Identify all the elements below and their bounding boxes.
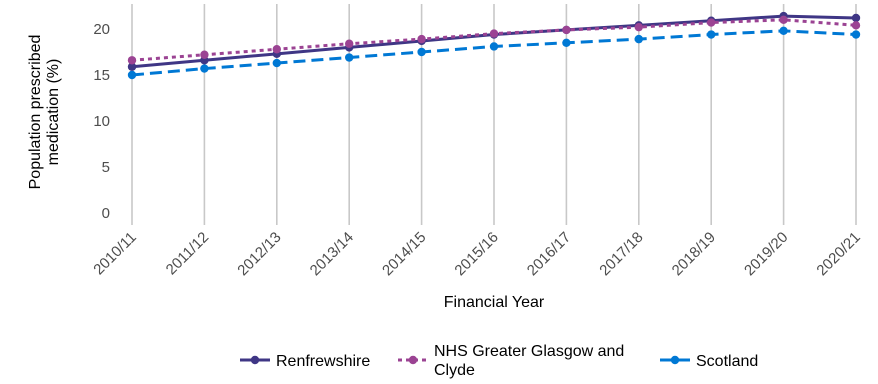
y-tick-label: 5 [102, 159, 110, 176]
legend: Renfrewshire NHS Greater Glasgow and Clyde… [240, 343, 758, 379]
x-tick-label: 2011/12 [163, 229, 213, 279]
y-axis-ticks: 0 5 10 15 20 [93, 21, 110, 222]
x-tick-label: 2016/17 [524, 229, 574, 279]
data-point [417, 47, 426, 57]
x-tick-label: 2012/13 [234, 229, 284, 279]
x-axis-ticks: 2010/11 2011/12 2012/13 2013/14 2014/15 2015/… [90, 229, 864, 279]
data-point [127, 70, 137, 80]
series-2 [127, 26, 861, 80]
legend-marker [250, 355, 260, 365]
legend-marker [670, 355, 680, 365]
data-point [200, 50, 209, 59]
data-point [634, 22, 643, 32]
y-tick-label: 20 [93, 21, 110, 38]
data-point [851, 21, 861, 30]
y-axis-title: Population prescribedmedication (%) [27, 35, 62, 190]
data-point [489, 29, 499, 38]
x-tick-label: 2015/16 [451, 229, 501, 279]
x-tick-label: 2018/19 [669, 229, 719, 279]
data-point [489, 42, 499, 51]
x-tick-label: 2020/21 [813, 229, 863, 279]
legend-label: Scotland [696, 353, 758, 370]
data-point [272, 58, 281, 68]
series-lines [127, 11, 861, 80]
data-point [707, 18, 716, 27]
legend-item: NHS Greater Glasgow and Clyde [398, 343, 624, 379]
legend-label: Renfrewshire [276, 353, 370, 370]
data-point [562, 38, 571, 47]
y-tick-label: 10 [93, 113, 110, 130]
data-point [779, 26, 788, 36]
data-point [345, 53, 354, 62]
data-point [127, 56, 137, 65]
data-point [779, 15, 788, 24]
y-tick-label: 0 [102, 205, 110, 222]
x-tick-label: 2010/11 [90, 229, 140, 279]
legend-label: NHS Greater Glasgow and Clyde [434, 343, 624, 379]
legend-item: Scotland [660, 353, 758, 370]
legend-marker [408, 355, 418, 365]
data-point [345, 39, 354, 48]
data-point [707, 30, 716, 39]
data-point [634, 34, 643, 44]
data-point [851, 30, 861, 39]
data-point [200, 64, 209, 73]
x-tick-label: 2014/15 [379, 229, 429, 279]
data-point [272, 45, 281, 54]
series-1 [127, 15, 861, 65]
legend-item: Renfrewshire [240, 353, 370, 370]
y-tick-label: 15 [93, 67, 110, 84]
x-axis-title: Financial Year [444, 294, 545, 311]
data-point [851, 13, 861, 23]
data-point [562, 25, 571, 35]
x-tick-label: 2017/18 [596, 229, 646, 279]
data-point [127, 62, 137, 71]
data-point [417, 34, 426, 44]
x-tick-label: 2019/20 [741, 229, 791, 279]
x-tick-label: 2013/14 [307, 229, 357, 279]
